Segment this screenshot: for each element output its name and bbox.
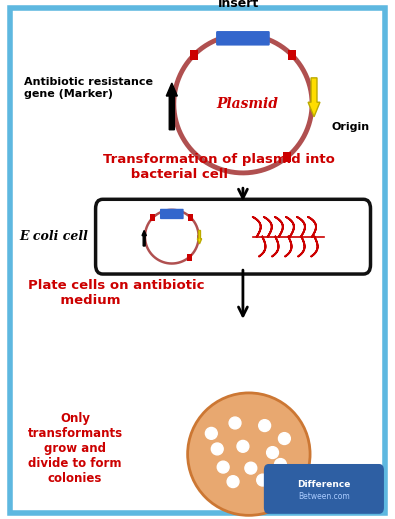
Ellipse shape (229, 417, 241, 429)
Text: E coli cell: E coli cell (19, 230, 88, 243)
Ellipse shape (205, 428, 217, 439)
Ellipse shape (188, 393, 310, 515)
FancyBboxPatch shape (10, 8, 385, 513)
Text: Insert: Insert (218, 0, 260, 10)
Text: Antibiotic resistance
gene (Marker): Antibiotic resistance gene (Marker) (24, 77, 153, 99)
Text: Between.com: Between.com (298, 491, 350, 501)
Ellipse shape (217, 461, 229, 473)
Text: Transformation of plasmid into
      bacterial cell: Transformation of plasmid into bacterial… (103, 153, 335, 181)
Text: Difference: Difference (297, 480, 351, 489)
Text: Only
transformants
grow and
divide to form
colonies: Only transformants grow and divide to fo… (28, 413, 122, 485)
FancyBboxPatch shape (96, 199, 371, 274)
Ellipse shape (278, 433, 290, 444)
FancyBboxPatch shape (216, 31, 270, 46)
Ellipse shape (275, 459, 286, 470)
Ellipse shape (257, 474, 269, 486)
FancyArrow shape (198, 230, 201, 244)
Ellipse shape (245, 462, 257, 474)
Ellipse shape (259, 420, 271, 431)
FancyBboxPatch shape (160, 209, 184, 219)
Text: Plate cells on antibiotic
       medium: Plate cells on antibiotic medium (28, 279, 204, 307)
FancyArrow shape (166, 83, 177, 130)
FancyArrow shape (308, 78, 320, 117)
Ellipse shape (211, 443, 223, 455)
Ellipse shape (227, 476, 239, 487)
Bar (190, 50, 198, 60)
Bar (150, 214, 155, 221)
Bar (188, 214, 194, 221)
FancyArrow shape (142, 230, 146, 246)
Text: Origin: Origin (332, 122, 370, 132)
Bar (288, 50, 296, 60)
Text: Plasmid: Plasmid (216, 97, 278, 111)
Bar (283, 152, 291, 162)
Ellipse shape (237, 441, 249, 452)
FancyBboxPatch shape (264, 464, 384, 514)
Bar (186, 254, 192, 261)
Ellipse shape (267, 447, 278, 458)
